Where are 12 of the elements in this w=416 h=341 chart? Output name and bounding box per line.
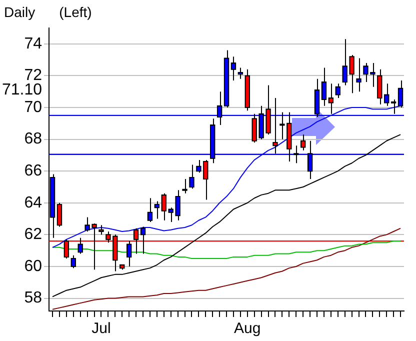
y-tick-label: 66	[24, 162, 42, 180]
y-tick-label: 60	[24, 258, 42, 275]
y-tick-label: 68	[24, 130, 42, 148]
y-tick-label: 64	[24, 194, 42, 212]
chart-title: Daily	[4, 4, 36, 20]
y-tick-label: 58	[24, 290, 42, 307]
y-tick-label: 70	[24, 98, 42, 116]
chart-subtitle: (Left)	[59, 4, 92, 20]
y-tick-label: 62	[24, 226, 42, 244]
x-tick-label: Aug	[234, 320, 261, 338]
x-tick-label: Jul	[92, 320, 111, 338]
y-tick-label: 74	[24, 35, 42, 52]
